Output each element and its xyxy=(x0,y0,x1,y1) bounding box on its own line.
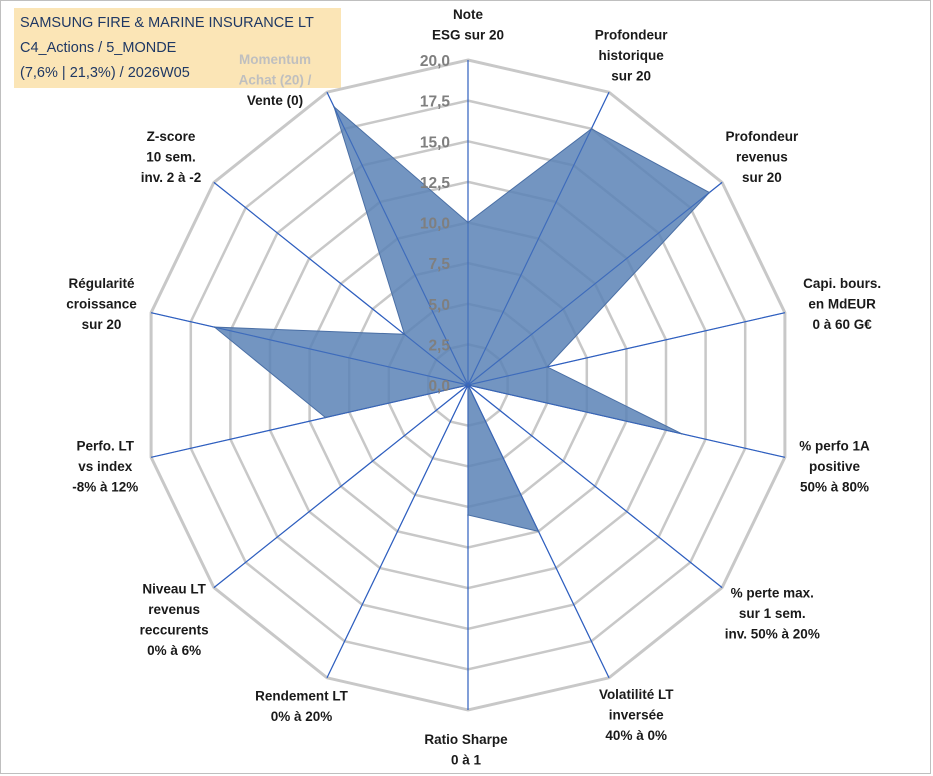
data-point xyxy=(681,433,683,435)
chart-title: SAMSUNG FIRE & MARINE INSURANCE LT xyxy=(20,15,314,31)
axis-label-line: historique xyxy=(598,48,664,63)
axis-spoke-overlay xyxy=(213,182,469,386)
axis-label-line: inv. 50% à 20% xyxy=(725,627,820,642)
axis-label-line: sur 20 xyxy=(82,317,122,332)
axis-spoke-overlay xyxy=(213,384,469,588)
axis-spoke-overlay xyxy=(150,312,469,386)
axis-label-line: % perfo 1A xyxy=(799,439,870,454)
radial-tick-label: 20,0 xyxy=(420,53,450,70)
axis-label-line: 0 à 1 xyxy=(451,753,482,768)
data-point xyxy=(324,416,327,419)
axis-label-line: Achat (20) / xyxy=(239,73,312,88)
axis-label-line: revenus xyxy=(736,149,788,164)
axis-label-group: Momentum Achat (20) / Vente (0) xyxy=(239,52,312,108)
axis-label-line: Volatilité LT xyxy=(599,687,674,702)
axis-spoke-overlay xyxy=(150,384,469,458)
axis-spoke-overlay xyxy=(467,384,723,588)
axis-label-line: Ratio Sharpe xyxy=(424,732,508,747)
axis-label-group: Ratio Sharpe 0 à 1 xyxy=(424,732,508,768)
axis-label-line: Profondeur xyxy=(595,27,668,42)
axis-label-group: Z-score 10 sem. inv. 2 à -2 xyxy=(141,129,202,185)
radial-tick-label: 2,5 xyxy=(428,337,450,354)
axis-label-line: revenus xyxy=(148,602,200,617)
axis-label-line: inversée xyxy=(609,708,664,723)
axis-label-line: 0% à 20% xyxy=(271,709,333,724)
axis-label-line: Vente (0) xyxy=(247,93,303,108)
axis-label-line: 0% à 6% xyxy=(147,643,201,658)
axis-label-line: % perte max. xyxy=(731,586,814,601)
axis-label-line: Note xyxy=(453,7,483,22)
axis-label-group: Niveau LT revenus reccurents 0% à 6% xyxy=(140,581,209,658)
radial-tick-label: 5,0 xyxy=(428,297,450,314)
axis-label-group: Profondeur revenus sur 20 xyxy=(726,129,799,185)
axis-label-line: Capi. bours. xyxy=(803,276,881,291)
radial-tick-label: 10,0 xyxy=(420,216,450,233)
data-point xyxy=(403,333,406,336)
axis-label-line: croissance xyxy=(66,296,137,311)
axis-label-group: Profondeur historique sur 20 xyxy=(595,27,668,83)
axis-label-line: -8% à 12% xyxy=(72,480,138,495)
axis-spoke-overlay xyxy=(467,91,610,386)
axis-label-line: sur 20 xyxy=(742,170,782,185)
data-point xyxy=(333,106,335,108)
axis-label-group: % perfo 1A positive 50% à 80% xyxy=(799,439,870,495)
radial-tick-label: 17,5 xyxy=(420,94,451,111)
data-point xyxy=(213,326,216,328)
axis-label-line: 10 sem. xyxy=(146,149,196,164)
axis-label-group: Rendement LT 0% à 20% xyxy=(255,689,349,725)
chart-title-box: SAMSUNG FIRE & MARINE INSURANCE LT C4_Ac… xyxy=(14,8,341,88)
axis-label-line: 0 à 60 G€ xyxy=(812,317,872,332)
axis-label-line: Profondeur xyxy=(726,129,799,144)
axis-label-group: % perte max. sur 1 sem. inv. 50% à 20% xyxy=(725,586,820,642)
axis-label-group: Volatilité LT inversée 40% à 0% xyxy=(599,687,674,743)
data-point xyxy=(467,514,469,516)
data-point xyxy=(590,128,593,130)
axis-label-line: Rendement LT xyxy=(255,689,349,704)
radial-tick-label: 12,5 xyxy=(420,175,451,192)
axis-label-line: 50% à 80% xyxy=(800,480,869,495)
radial-tick-label: 15,0 xyxy=(420,134,450,151)
axis-label-line: reccurents xyxy=(140,622,209,637)
axis-spoke-overlay xyxy=(467,384,786,458)
axis-label-line: Régularité xyxy=(68,276,135,291)
axis-label-group: Régularité croissance sur 20 xyxy=(66,276,137,332)
axis-label-line: vs index xyxy=(78,459,133,474)
chart-subtitle-category: C4_Actions / 5_MONDE xyxy=(20,40,177,56)
axis-spoke-overlay xyxy=(326,91,469,386)
axis-label-line: en MdEUR xyxy=(808,296,876,311)
axis-label-line: sur 20 xyxy=(611,68,651,83)
radial-tick-label: 0,0 xyxy=(428,378,450,395)
axis-label-line: Z-score xyxy=(147,129,196,144)
axis-label-line: Momentum xyxy=(239,52,311,67)
axis-spoke-overlay xyxy=(326,384,469,679)
data-point xyxy=(467,384,469,386)
data-point xyxy=(467,221,469,224)
axis-label-line: Niveau LT xyxy=(142,581,206,596)
data-series-area xyxy=(213,105,711,533)
axis-label-line: ESG sur 20 xyxy=(432,28,504,43)
data-point xyxy=(546,366,548,368)
chart-subtitle-stats: (7,6% | 21,3%) / 2026W05 xyxy=(20,65,190,81)
axis-label-group: Capi. bours. en MdEUR 0 à 60 G€ xyxy=(803,276,881,332)
axis-label-line: sur 1 sem. xyxy=(739,606,806,621)
axis-spoke-overlay xyxy=(467,312,786,386)
axis-label-line: positive xyxy=(809,459,861,474)
axis-label-line: inv. 2 à -2 xyxy=(141,170,202,185)
axis-spoke-overlay xyxy=(467,182,723,386)
data-point xyxy=(708,191,711,194)
axis-label-line: Perfo. LT xyxy=(77,439,135,454)
radial-tick-label: 7,5 xyxy=(428,256,450,273)
axis-label-group: Note ESG sur 20 xyxy=(432,7,504,43)
axis-label-line: 40% à 0% xyxy=(605,728,667,743)
axis-label-group: Perfo. LT vs index -8% à 12% xyxy=(72,439,138,495)
data-point xyxy=(537,530,540,533)
